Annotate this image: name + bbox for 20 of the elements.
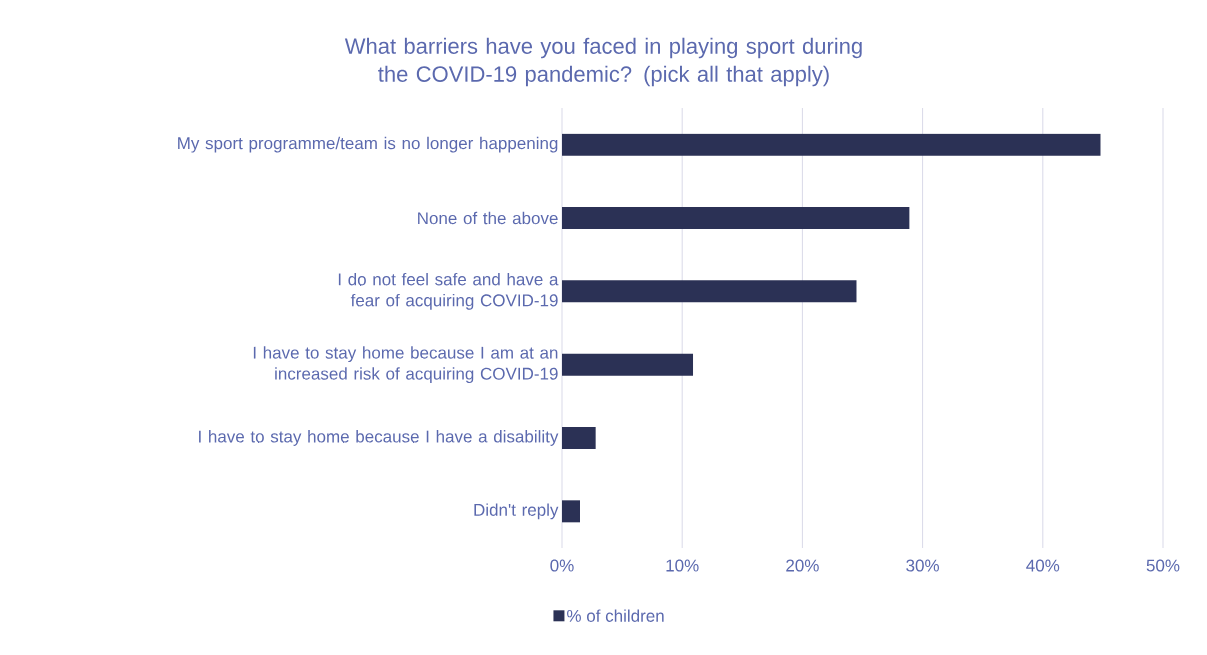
legend-label: % of children	[567, 609, 664, 622]
bar	[562, 353, 694, 376]
y-tick-label: Didn't reply	[474, 503, 559, 520]
x-tick-label: 10%	[666, 559, 699, 572]
bar	[562, 500, 581, 523]
x-tick-label: 50%	[1146, 559, 1180, 572]
bar	[562, 426, 596, 449]
x-tick-label: 0%	[550, 559, 574, 572]
bar	[562, 280, 857, 303]
x-tick-label: 20%	[786, 559, 819, 572]
bar	[562, 207, 910, 229]
y-tick-label: I do not feel safe and have a fear of acquiring COVID-19	[338, 272, 559, 310]
x-tick-label: 30%	[906, 559, 939, 572]
y-tick-label: I have to stay home because I have a disability	[199, 430, 559, 446]
bar	[562, 133, 1101, 156]
chart-title: What barriers have you faced in playing sport during the COVID-19 pandemic? (pick all that apply)	[344, 37, 862, 87]
x-tick-label: 40%	[1026, 559, 1060, 572]
y-tick-label: My sport programme/team is no longer happening	[178, 136, 558, 153]
y-tick-label: None of the above	[418, 211, 558, 225]
y-tick-label: I have to stay home because I am at an increased risk of acquiring COVID-19	[253, 346, 558, 384]
